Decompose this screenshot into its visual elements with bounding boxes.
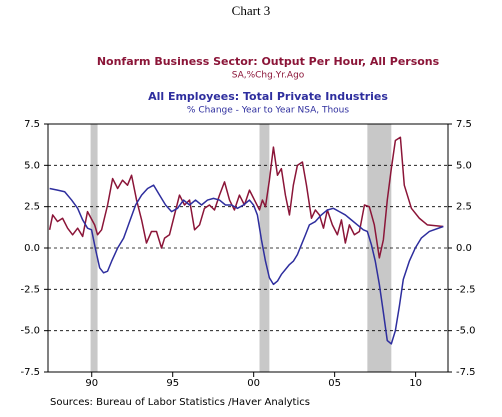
y-tick-label: 0.0 <box>24 243 40 254</box>
plot-frame <box>47 123 449 373</box>
y-tick-label: 5.0 <box>24 160 40 171</box>
x-tick-label: 90 <box>85 378 98 389</box>
x-tick-label: 00 <box>247 378 260 389</box>
y2-tick-label: -5.0 <box>456 326 476 337</box>
y2-tick-label: 2.5 <box>456 202 472 213</box>
chart-subtitle: SA,%Chg.Yr.Ago <box>232 71 305 81</box>
chart-subtitle: Nonfarm Business Sector: Output Per Hour… <box>97 55 440 68</box>
x-tick-label: 05 <box>328 378 341 389</box>
y2-tick-label: 7.5 <box>456 119 472 130</box>
series-line <box>48 136 444 259</box>
y2-tick-label: 5.0 <box>456 160 472 171</box>
source-note: Sources: Bureau of Labor Statistics /Hav… <box>50 397 310 408</box>
y-tick-label: 2.5 <box>24 202 40 213</box>
y-tick-label: -2.5 <box>20 284 40 295</box>
y2-tick-label: -2.5 <box>456 284 476 295</box>
x-tick-label: 95 <box>166 378 179 389</box>
chart-subtitle: % Change - Year to Year NSA, Thous <box>187 106 349 116</box>
y-tick-label: -7.5 <box>20 367 40 378</box>
y2-tick-label: -7.5 <box>456 367 476 378</box>
y-tick-label: 7.5 <box>24 119 40 130</box>
x-tick-label: 10 <box>409 378 422 389</box>
chart-title: Chart 3 <box>232 3 271 18</box>
chart-subtitle: All Employees: Total Private Industries <box>148 90 388 103</box>
series-line <box>49 184 444 345</box>
shaded-period <box>90 124 98 372</box>
y-tick-label: -5.0 <box>20 326 40 337</box>
y2-tick-label: 0.0 <box>456 243 472 254</box>
